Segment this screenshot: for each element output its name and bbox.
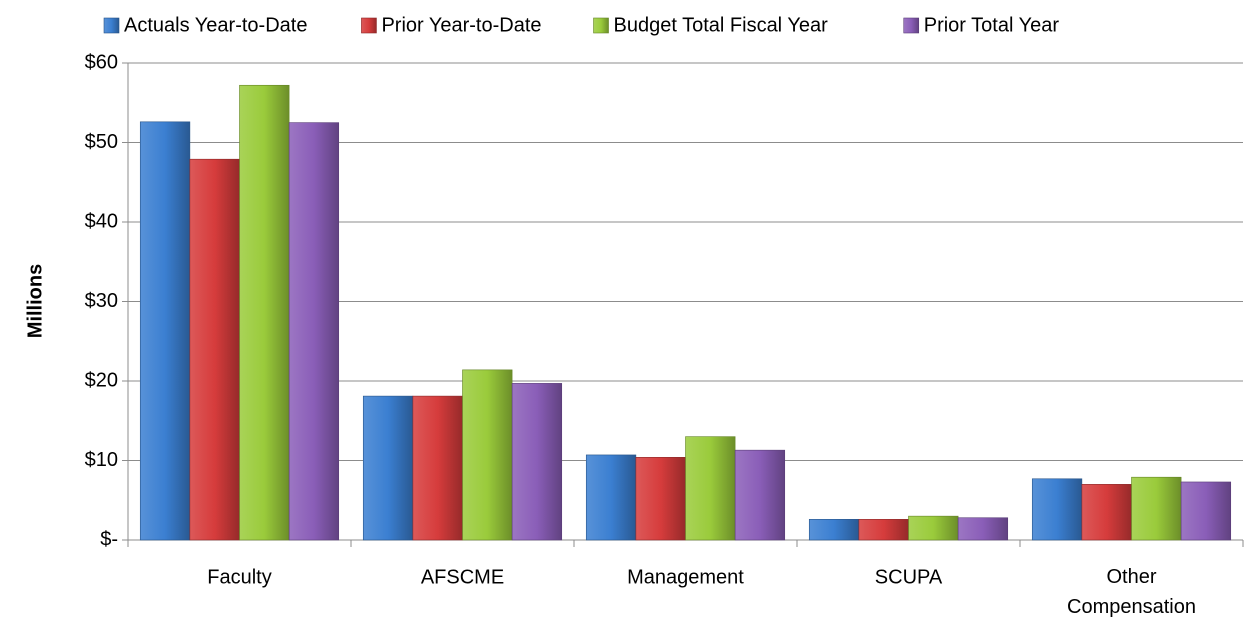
y-tick-label: $60	[85, 51, 118, 73]
bar	[362, 395, 414, 541]
bar	[1081, 484, 1132, 541]
legend-swatch	[361, 17, 377, 34]
bar	[139, 121, 191, 541]
y-tick-label: $-	[100, 528, 118, 550]
legend-swatch	[593, 17, 609, 34]
y-tick-label: $40	[85, 210, 118, 232]
bar	[288, 122, 340, 541]
bar	[908, 515, 959, 541]
bar	[685, 436, 736, 541]
bar	[585, 454, 637, 541]
x-tick-label: Other Compensation	[1067, 566, 1196, 618]
legend-swatch	[903, 17, 920, 34]
bar	[239, 84, 290, 541]
bar	[734, 449, 786, 541]
legend-label: Actuals Year-to-Date	[124, 14, 307, 36]
x-tick-label: Faculty	[207, 566, 271, 588]
x-tick-label: SCUPA	[875, 566, 943, 588]
bar	[957, 517, 1009, 541]
legend-swatch	[103, 17, 120, 34]
legend-label: Prior Year-to-Date	[381, 14, 541, 36]
bar	[1131, 476, 1182, 541]
y-tick-label: $50	[85, 131, 118, 153]
y-tick-label: $20	[85, 369, 118, 391]
bar	[511, 383, 563, 541]
legend-label: Budget Total Fiscal Year	[614, 14, 829, 36]
bar	[858, 519, 909, 541]
bar	[808, 519, 860, 541]
y-axis-label: Millions	[24, 264, 46, 338]
y-tick-label: $10	[85, 449, 118, 471]
bar	[1031, 478, 1083, 541]
x-tick-label: Management	[627, 566, 744, 588]
bar	[189, 158, 240, 541]
bar	[1180, 481, 1232, 541]
bar	[462, 369, 513, 541]
y-tick-label: $30	[85, 290, 118, 312]
legend-label: Prior Total Year	[924, 14, 1060, 36]
bar	[412, 395, 463, 541]
bar	[635, 457, 686, 541]
x-tick-label: AFSCME	[421, 566, 504, 588]
